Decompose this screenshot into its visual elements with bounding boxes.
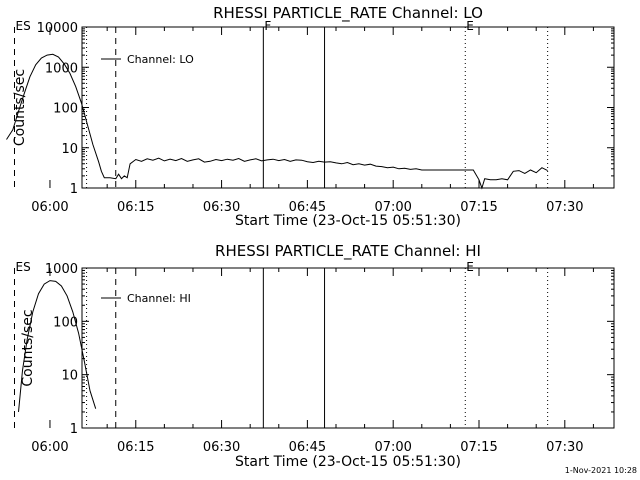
marker-label: E [466, 260, 474, 274]
x-tick-label: 07:30 [546, 440, 583, 455]
marker-label: F [264, 19, 271, 33]
hi-channel-panel: RHESSI PARTICLE_RATE Channel: HI 1 10 100 10… [13, 242, 615, 470]
y-tick-label: 100 [53, 102, 78, 117]
y-tick-label: 1 [70, 182, 78, 197]
x-tick-label: 06:15 [117, 440, 154, 455]
y-tick-label: 1000 [45, 262, 78, 277]
x-axis-label: Start Time (23-Oct-15 05:51:30) [235, 454, 461, 470]
footer-timestamp: 1-Nov-2021 10:28 [565, 466, 637, 475]
y-tick-label: 10 [61, 142, 78, 157]
y-tick-label: 1000 [45, 61, 78, 76]
legend-label: Channel: HI [127, 292, 191, 305]
x-tick-label: 07:00 [374, 440, 411, 455]
y-tick-label: 10 [61, 369, 78, 384]
x-tick-label: 06:15 [117, 200, 154, 215]
chart-title: RHESSI PARTICLE_RATE Channel: HI [215, 242, 481, 261]
lo-channel-panel: RHESSI PARTICLE_RATE Channel: LO 1 10 100 10… [6, 4, 615, 229]
chart-title: RHESSI PARTICLE_RATE Channel: LO [213, 4, 483, 23]
y-tick-label: 1 [70, 422, 78, 437]
x-tick-label: 06:30 [203, 440, 240, 455]
series-line-hi [18, 280, 97, 412]
x-tick-label: 06:00 [31, 440, 68, 455]
y-tick-label: 10000 [37, 21, 78, 36]
x-tick-label: 07:15 [460, 200, 497, 215]
x-tick-label: 06:30 [203, 200, 240, 215]
marker-label: ES [15, 19, 30, 33]
marker-label: ES [15, 260, 30, 274]
x-tick-label: 06:45 [289, 440, 326, 455]
x-tick-label: 07:30 [546, 200, 583, 215]
x-axis-label: Start Time (23-Oct-15 05:51:30) [235, 213, 461, 229]
x-tick-label: 07:00 [374, 200, 411, 215]
y-axis-label: Counts/sec [20, 309, 36, 386]
series-line-lo [6, 53, 548, 190]
x-tick-label: 07:15 [460, 440, 497, 455]
x-tick-label: 06:45 [289, 200, 326, 215]
y-tick-label: 100 [53, 315, 78, 330]
marker-label: E [466, 19, 474, 33]
legend-label: Channel: LO [127, 53, 194, 66]
x-tick-label: 06:00 [31, 200, 68, 215]
plot-frame [81, 26, 615, 189]
